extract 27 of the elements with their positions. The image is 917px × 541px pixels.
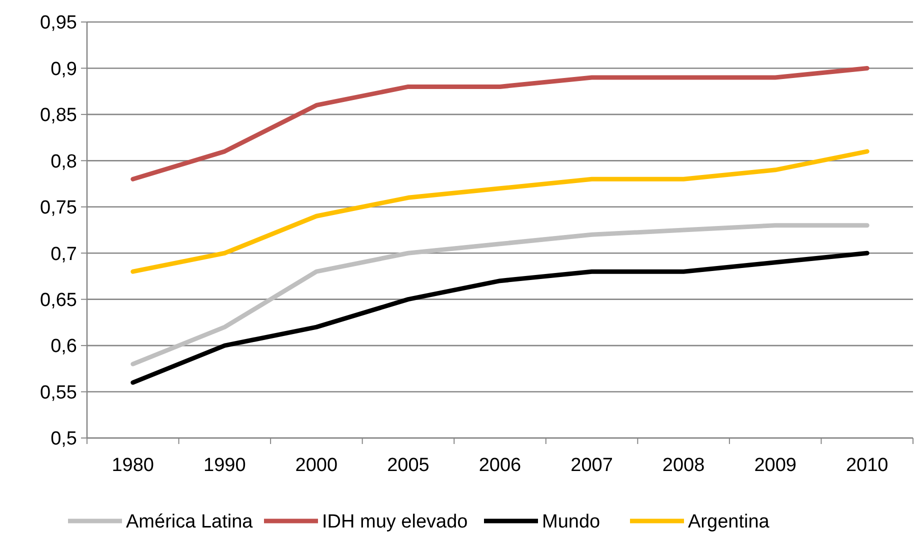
y-tick-label: 0,9 [50,58,77,80]
legend-label: América Latina [126,512,254,533]
y-tick-label: 0,75 [40,198,77,219]
line-series [130,223,870,366]
x-tick-label: 1980 [112,455,154,476]
x-tick-label: 2000 [295,455,338,476]
y-tick-label: 0,8 [50,151,77,172]
legend-label: Mundo [542,512,600,533]
x-tick-label: 2009 [754,455,796,476]
line-series [130,149,870,274]
y-tick-label: 0,85 [40,105,77,126]
y-tick-label: 0,55 [40,382,77,404]
legend-label: IDH muy elevado [322,512,468,533]
x-tick-label: 2010 [846,455,888,476]
x-tick-label: 2007 [570,455,613,476]
x-tick-label: 2008 [662,455,705,476]
y-tick-label: 0,6 [50,336,77,358]
y-tick-label: 0,5 [50,428,77,450]
legend-label: Argentina [688,512,770,533]
line-series [130,66,870,182]
line-series [130,250,870,385]
x-tick-label: 1990 [204,455,246,476]
y-tick-label: 0,65 [40,290,77,311]
x-tick-label: 2005 [387,455,430,476]
y-tick-label: 0,95 [40,12,77,34]
x-tick-label: 2006 [478,455,522,476]
y-tick-label: 0,7 [50,244,77,265]
